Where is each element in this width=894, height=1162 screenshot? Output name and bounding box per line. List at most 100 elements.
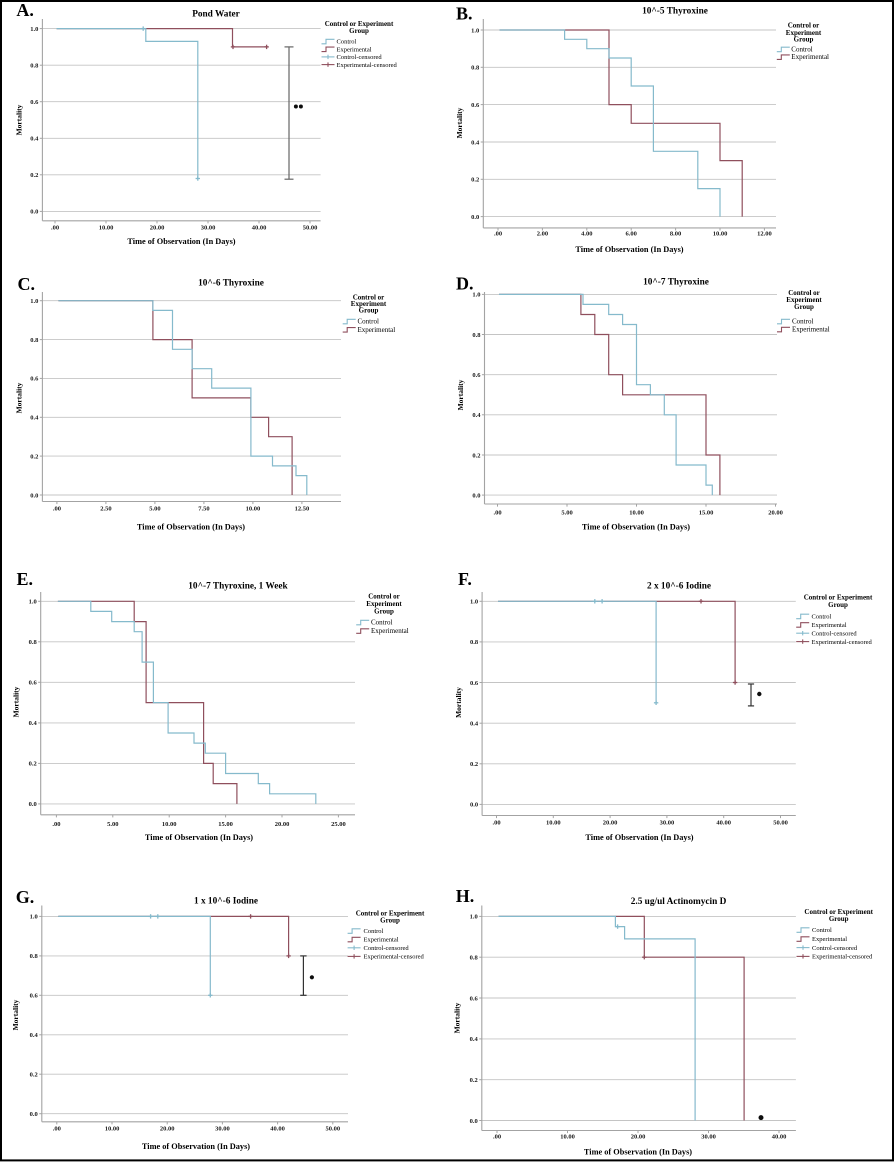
svg-text:Control: Control bbox=[791, 45, 812, 53]
svg-text:0.2: 0.2 bbox=[470, 1077, 478, 1084]
svg-text:Experimental: Experimental bbox=[364, 937, 399, 944]
svg-text:0.0: 0.0 bbox=[30, 492, 38, 499]
svg-text:12.50: 12.50 bbox=[295, 505, 310, 512]
svg-text:B.: B. bbox=[456, 4, 473, 24]
svg-text:Mortality: Mortality bbox=[11, 999, 20, 1030]
svg-text:30.00: 30.00 bbox=[215, 1126, 230, 1133]
svg-text:Group: Group bbox=[374, 608, 394, 616]
svg-text:F.: F. bbox=[458, 569, 472, 589]
svg-text:0.2: 0.2 bbox=[471, 177, 479, 184]
svg-text:0.4: 0.4 bbox=[472, 412, 481, 419]
svg-text:10^-7 Thyroxine: 10^-7 Thyroxine bbox=[643, 278, 709, 288]
svg-text:Mortality: Mortality bbox=[453, 1002, 462, 1033]
svg-text:Control or: Control or bbox=[368, 593, 400, 601]
svg-text:0.6: 0.6 bbox=[470, 680, 479, 687]
svg-text:Experimental: Experimental bbox=[337, 46, 372, 53]
svg-text:10.00: 10.00 bbox=[162, 821, 177, 828]
svg-text:Mortality: Mortality bbox=[15, 104, 24, 135]
svg-text:Experimental-censored: Experimental-censored bbox=[337, 62, 398, 69]
svg-text:0.2: 0.2 bbox=[470, 761, 478, 768]
svg-text:2.5 ug/ul Actinomycin D: 2.5 ug/ul Actinomycin D bbox=[631, 897, 727, 907]
svg-text:Experiment: Experiment bbox=[366, 600, 402, 608]
svg-text:E.: E. bbox=[17, 569, 34, 589]
svg-text:0.2: 0.2 bbox=[30, 1072, 38, 1079]
svg-text:Mortality: Mortality bbox=[12, 686, 21, 717]
svg-text:.00: .00 bbox=[52, 821, 60, 828]
svg-text:Control: Control bbox=[812, 613, 832, 620]
svg-text:Experimental: Experimental bbox=[812, 622, 847, 629]
svg-text:10.00: 10.00 bbox=[105, 1126, 120, 1133]
svg-text:10^-7 Thyroxine, 1 Week: 10^-7 Thyroxine, 1 Week bbox=[188, 582, 288, 592]
svg-text:Experimental: Experimental bbox=[358, 326, 396, 334]
svg-text:5.00: 5.00 bbox=[107, 821, 118, 828]
svg-text:Group: Group bbox=[794, 303, 814, 311]
svg-text:Group: Group bbox=[349, 27, 369, 35]
svg-text:0.4: 0.4 bbox=[29, 720, 38, 727]
svg-text:25.00: 25.00 bbox=[331, 821, 346, 828]
svg-text:Control or: Control or bbox=[788, 22, 820, 30]
svg-text:Control-censored: Control-censored bbox=[812, 945, 858, 952]
svg-text:4.00: 4.00 bbox=[581, 231, 592, 238]
svg-text:Control or Experiment: Control or Experiment bbox=[356, 910, 425, 918]
svg-text:40.00: 40.00 bbox=[772, 1134, 787, 1141]
svg-text:0.0: 0.0 bbox=[470, 802, 478, 809]
svg-text:2 x 10^-6 Iodine: 2 x 10^-6 Iodine bbox=[647, 582, 711, 592]
svg-text:30.00: 30.00 bbox=[660, 819, 675, 826]
svg-text:Time of Observation (In Days): Time of Observation (In Days) bbox=[137, 523, 245, 532]
svg-text:0.8: 0.8 bbox=[29, 639, 38, 646]
svg-text:Control: Control bbox=[371, 619, 392, 627]
svg-text:Mortality: Mortality bbox=[456, 379, 465, 410]
svg-text:.00: .00 bbox=[492, 819, 500, 826]
svg-text:50.00: 50.00 bbox=[325, 1126, 340, 1133]
svg-text:15.00: 15.00 bbox=[218, 821, 233, 828]
svg-text:40.00: 40.00 bbox=[252, 224, 267, 231]
svg-text:Control: Control bbox=[792, 318, 813, 326]
svg-text:Experimental: Experimental bbox=[791, 53, 829, 61]
svg-text:30.00: 30.00 bbox=[701, 1134, 716, 1141]
svg-text:Experimental: Experimental bbox=[792, 326, 830, 334]
svg-text:0.0: 0.0 bbox=[472, 492, 480, 499]
svg-text:Experiment: Experiment bbox=[786, 296, 822, 304]
svg-text:10.00: 10.00 bbox=[99, 224, 114, 231]
svg-text:1.0: 1.0 bbox=[30, 914, 38, 921]
svg-text:10^-5 Thyroxine: 10^-5 Thyroxine bbox=[642, 7, 708, 17]
svg-text:Control-censored: Control-censored bbox=[812, 630, 858, 637]
svg-text:0.6: 0.6 bbox=[30, 99, 39, 106]
svg-text:Time of Observation (In Days): Time of Observation (In Days) bbox=[582, 523, 690, 532]
svg-text:Experimental-censored: Experimental-censored bbox=[812, 639, 873, 646]
svg-text:40.00: 40.00 bbox=[270, 1126, 285, 1133]
svg-text:1.0: 1.0 bbox=[30, 26, 38, 33]
svg-text:1.0: 1.0 bbox=[30, 298, 38, 305]
svg-text:Control: Control bbox=[337, 39, 357, 46]
svg-text:0.2: 0.2 bbox=[472, 452, 480, 459]
svg-text:10.00: 10.00 bbox=[713, 231, 728, 238]
svg-text:Mortality: Mortality bbox=[454, 687, 463, 718]
svg-text:0.4: 0.4 bbox=[470, 721, 479, 728]
svg-text:0.6: 0.6 bbox=[30, 376, 39, 383]
svg-text:30.00: 30.00 bbox=[201, 224, 216, 231]
svg-text:Experimental: Experimental bbox=[371, 627, 409, 635]
svg-text:1.0: 1.0 bbox=[470, 599, 478, 606]
svg-text:0.0: 0.0 bbox=[29, 801, 37, 808]
svg-text:0.4: 0.4 bbox=[470, 1036, 479, 1043]
svg-text:0.6: 0.6 bbox=[29, 680, 38, 687]
svg-text:1.0: 1.0 bbox=[29, 599, 37, 606]
svg-text:0.4: 0.4 bbox=[471, 139, 480, 146]
svg-text:0.0: 0.0 bbox=[30, 1111, 38, 1118]
svg-text:Experiment: Experiment bbox=[786, 29, 822, 37]
svg-text:Time of Observation (In Days): Time of Observation (In Days) bbox=[585, 833, 693, 842]
svg-text:Experimental-censored: Experimental-censored bbox=[812, 954, 873, 961]
svg-text:20.00: 20.00 bbox=[603, 819, 618, 826]
svg-text:Time of Observation (In Days): Time of Observation (In Days) bbox=[584, 1148, 692, 1157]
svg-text:Control or: Control or bbox=[788, 289, 820, 297]
svg-text:15.00: 15.00 bbox=[699, 509, 714, 516]
svg-text:Control-censored: Control-censored bbox=[337, 54, 383, 61]
svg-text:G.: G. bbox=[16, 887, 35, 907]
svg-text:0.8: 0.8 bbox=[470, 955, 479, 962]
svg-text:0.4: 0.4 bbox=[30, 1032, 39, 1039]
svg-text:0.6: 0.6 bbox=[471, 102, 480, 109]
svg-text:Time of Observation (In Days): Time of Observation (In Days) bbox=[142, 1142, 250, 1151]
svg-text:10.00: 10.00 bbox=[560, 1134, 575, 1141]
svg-text:0.0: 0.0 bbox=[470, 1118, 478, 1125]
svg-text:Control-censored: Control-censored bbox=[364, 945, 410, 952]
